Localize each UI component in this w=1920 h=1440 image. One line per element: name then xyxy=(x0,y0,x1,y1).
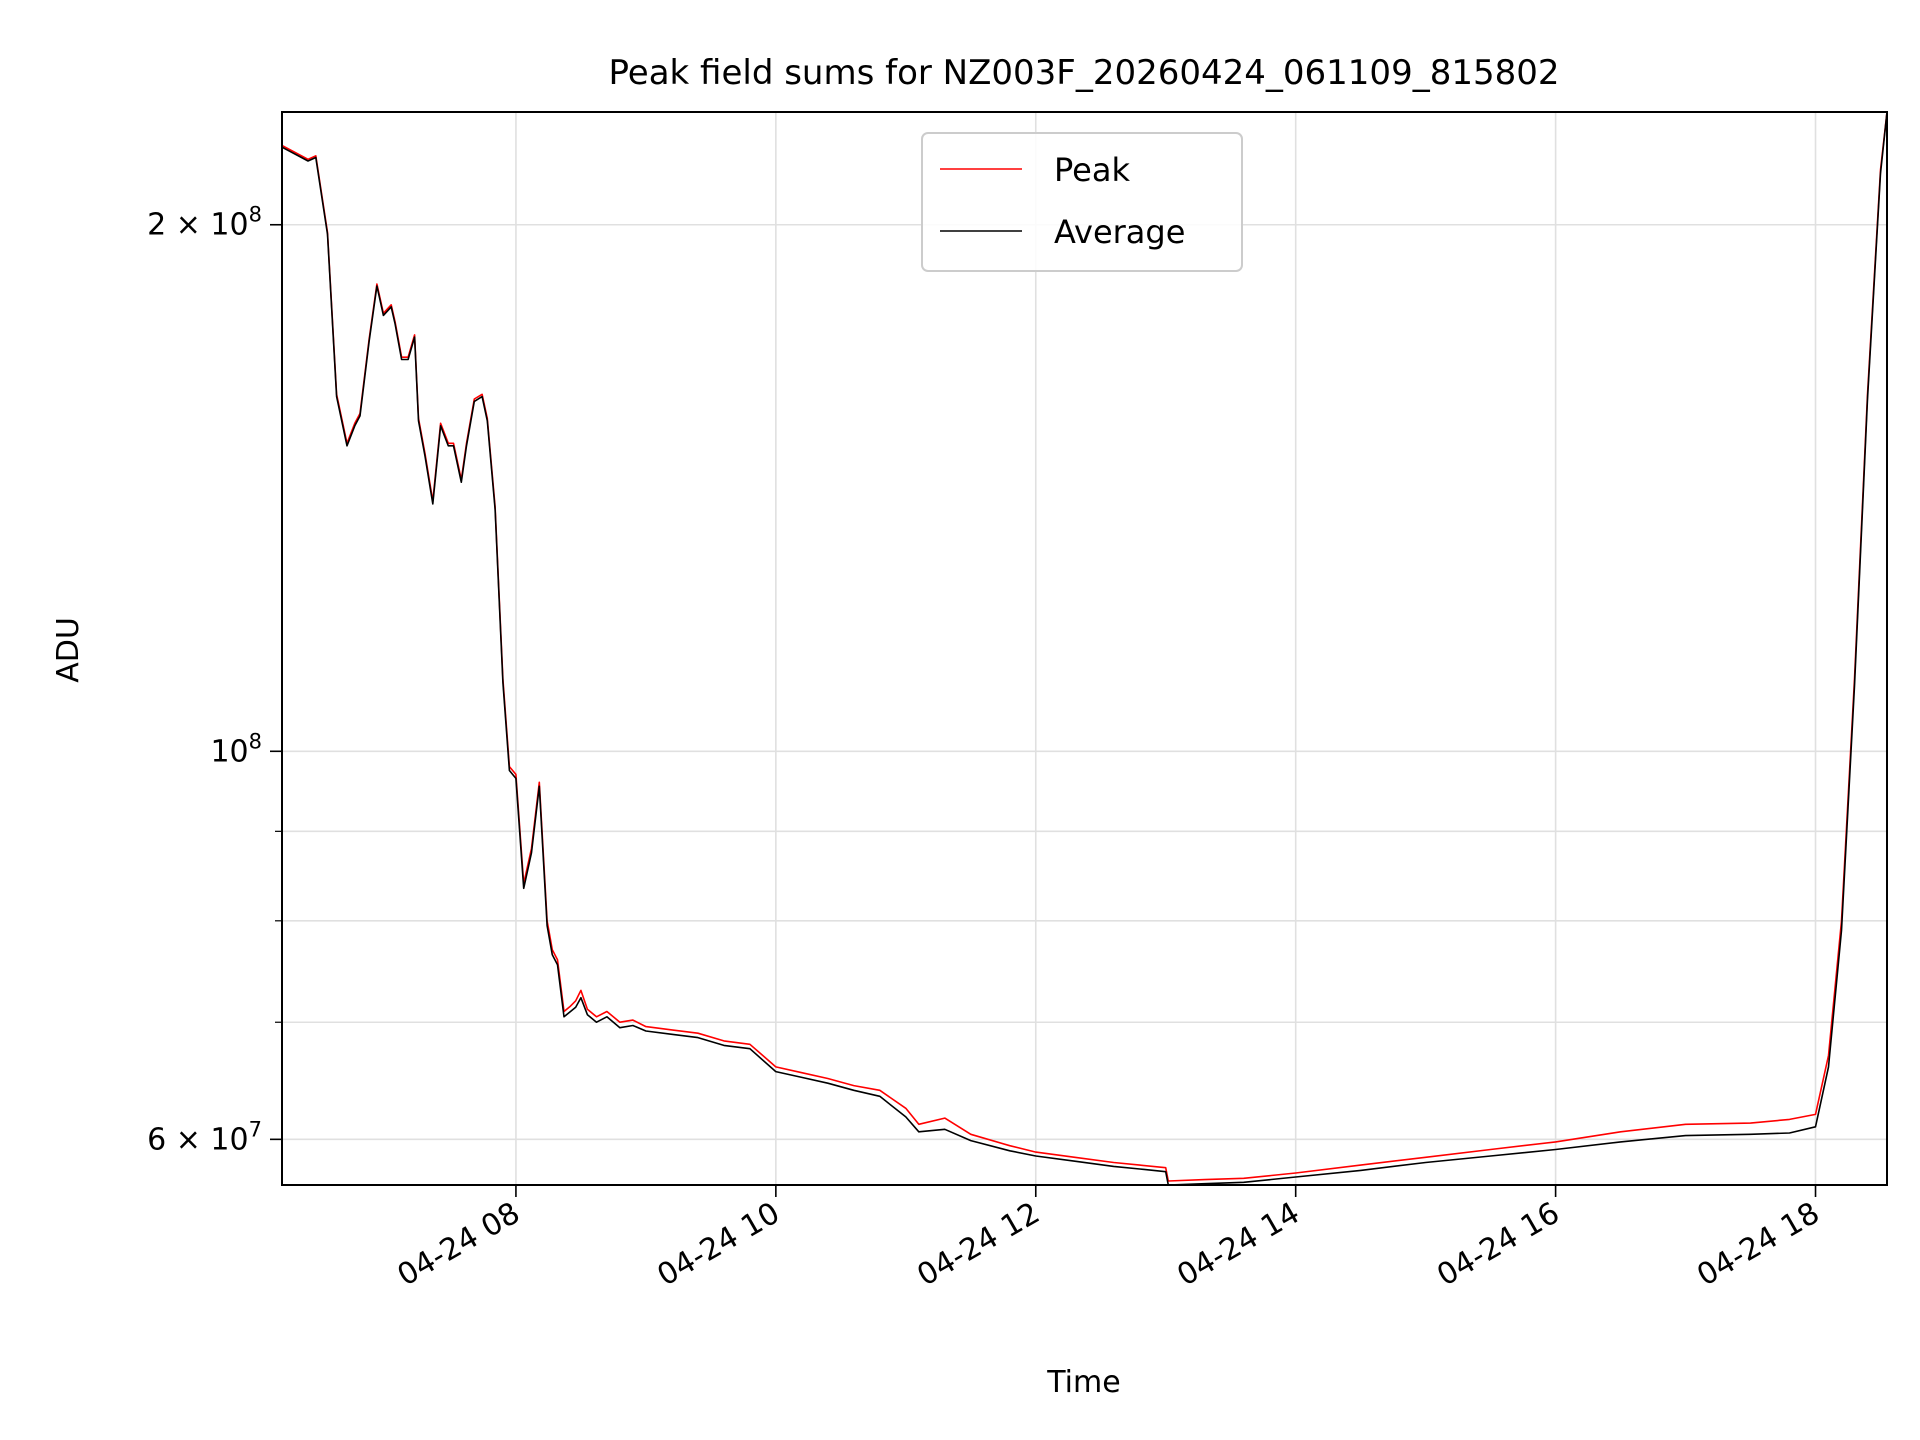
y-tick-label-base: 2 × 10 xyxy=(147,208,248,243)
series-line-peak xyxy=(281,111,1888,1182)
legend-label-peak: Peak xyxy=(1054,151,1130,189)
y-tick-label-base: 10 xyxy=(210,734,248,769)
y-tick-label-exponent: 8 xyxy=(249,203,262,227)
y-tick-label-exponent: 8 xyxy=(249,729,262,753)
grid xyxy=(282,112,1887,1185)
legend-box xyxy=(921,132,1243,272)
legend: Peak Average xyxy=(921,132,1243,272)
plot-frame xyxy=(281,111,1888,1186)
y-tick-label: 108 xyxy=(210,729,262,769)
y-tick-label: 6 × 107 xyxy=(147,1117,262,1157)
chart-title: Peak field sums for NZ003F_20260424_0611… xyxy=(609,53,1560,93)
legend-label-average: Average xyxy=(1054,213,1185,251)
series-layer xyxy=(281,111,1888,1186)
y-tick-label-base: 6 × 10 xyxy=(147,1122,248,1157)
series-line-average xyxy=(281,111,1888,1186)
y-tick-label: 2 × 108 xyxy=(147,203,262,243)
x-axis-label: Time xyxy=(1046,1365,1120,1400)
y-axis-label: ADU xyxy=(51,617,86,683)
y-tick-label-exponent: 7 xyxy=(249,1117,262,1141)
